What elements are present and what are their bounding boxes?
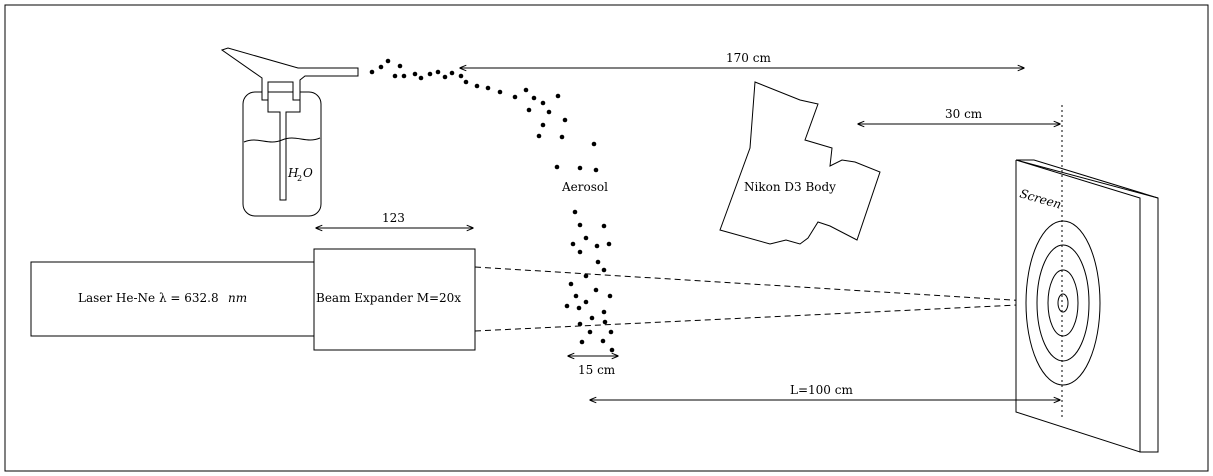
- aerosol-droplet: [385, 58, 391, 64]
- aerosol-droplet: [427, 71, 433, 77]
- diffraction-ring-3: [1036, 244, 1090, 362]
- distance-30-label: 30 cm: [945, 107, 983, 121]
- camera-label: Nikon D3 Body: [744, 180, 836, 194]
- aerosol-droplet: [609, 347, 615, 353]
- aerosol-droplet: [536, 133, 542, 139]
- aerosol-droplet: [606, 241, 612, 247]
- aerosol-droplet: [554, 164, 560, 170]
- aerosol-droplet: [607, 293, 613, 299]
- laser-label: Laser He-Ne λ = 632.8: [78, 291, 219, 305]
- aerosol-droplet: [589, 315, 595, 321]
- diffraction-ring-4: [1025, 220, 1101, 386]
- aerosol-droplet: [601, 309, 607, 315]
- aerosol-droplet: [593, 167, 599, 173]
- diffraction-ring-2: [1047, 269, 1079, 337]
- distance-170-label: 170 cm: [726, 51, 771, 65]
- aerosol-droplet: [559, 134, 565, 140]
- aerosol-droplet: [401, 73, 407, 79]
- aerosol-droplets: [369, 58, 615, 353]
- aerosol-droplet: [442, 74, 448, 80]
- aerosol-droplet: [608, 329, 614, 335]
- screen: Screen: [1015, 159, 1159, 453]
- beam-upper-line: [474, 266, 1061, 304]
- aerosol-droplet: [562, 117, 568, 123]
- aerosol-droplet: [602, 319, 608, 325]
- aerosol-droplet: [463, 79, 469, 85]
- aerosol-droplet: [601, 223, 607, 229]
- laser-unit: nm: [228, 291, 247, 305]
- aerosol-droplet: [540, 100, 546, 106]
- bottle-label-h: H: [287, 166, 299, 180]
- aerosol-droplet: [497, 89, 503, 95]
- aerosol-droplet: [485, 85, 491, 91]
- aerosol-droplet: [572, 209, 578, 215]
- aerosol-droplet: [474, 83, 480, 89]
- aerosol-droplet: [577, 321, 583, 327]
- diffraction-ring-1: [1057, 293, 1069, 313]
- aerosol-droplet: [577, 222, 583, 228]
- aerosol-droplet: [435, 69, 441, 75]
- laser-box: Laser He-Ne λ = 632.8 nm: [30, 261, 315, 337]
- aerosol-droplet: [531, 95, 537, 101]
- aerosol-droplet: [568, 281, 574, 287]
- aerosol-droplet: [523, 87, 529, 93]
- aerosol-droplet: [577, 165, 583, 171]
- aerosol-droplet: [600, 338, 606, 344]
- aerosol-droplet: [579, 339, 585, 345]
- aerosol-droplet: [412, 71, 418, 77]
- aerosol-droplet: [583, 273, 589, 279]
- beam-lower-line: [474, 302, 1061, 332]
- aerosol-droplet: [540, 122, 546, 128]
- bottle-label-sub: 2: [297, 174, 302, 183]
- aerosol-droplet: [577, 249, 583, 255]
- beam-expander-box: Beam Expander M=20x: [313, 248, 476, 351]
- aerosol-droplet: [555, 93, 561, 99]
- aerosol-droplet: [564, 303, 570, 309]
- aerosol-droplet: [593, 287, 599, 293]
- aerosol-droplet: [392, 73, 398, 79]
- aerosol-droplet: [369, 69, 375, 75]
- aerosol-droplet: [570, 241, 576, 247]
- aerosol-droplet: [591, 141, 597, 147]
- aerosol-droplet: [583, 235, 589, 241]
- aerosol-droplet: [378, 64, 384, 70]
- camera-body: Nikon D3 Body: [719, 81, 881, 245]
- spray-bottle: H 2 O: [220, 47, 359, 217]
- aerosol-droplet: [576, 305, 582, 311]
- aerosol-droplet: [587, 329, 593, 335]
- aerosol-droplet: [595, 259, 601, 265]
- aerosol-droplet: [546, 109, 552, 115]
- aerosol-droplet: [458, 73, 464, 79]
- aerosol-droplet: [573, 293, 579, 299]
- aerosol-droplet: [601, 267, 607, 273]
- distance-L-label: L=100 cm: [790, 383, 853, 397]
- bottle-label-o: O: [303, 166, 313, 180]
- aerosol-droplet: [449, 70, 455, 76]
- aerosol-droplet: [418, 75, 424, 81]
- aerosol-droplet: [583, 299, 589, 305]
- aerosol-label: Aerosol: [561, 180, 608, 194]
- aerosol-width-label: 15 cm: [578, 363, 616, 377]
- beam-expander-label: Beam Expander M=20x: [316, 291, 461, 305]
- aerosol-droplet: [512, 94, 518, 100]
- aerosol-droplet: [594, 243, 600, 249]
- aerosol-droplet: [397, 63, 403, 69]
- aerosol-droplet: [526, 107, 532, 113]
- expander-width-label: 123: [382, 211, 405, 225]
- diagram-frame: [4, 4, 1209, 472]
